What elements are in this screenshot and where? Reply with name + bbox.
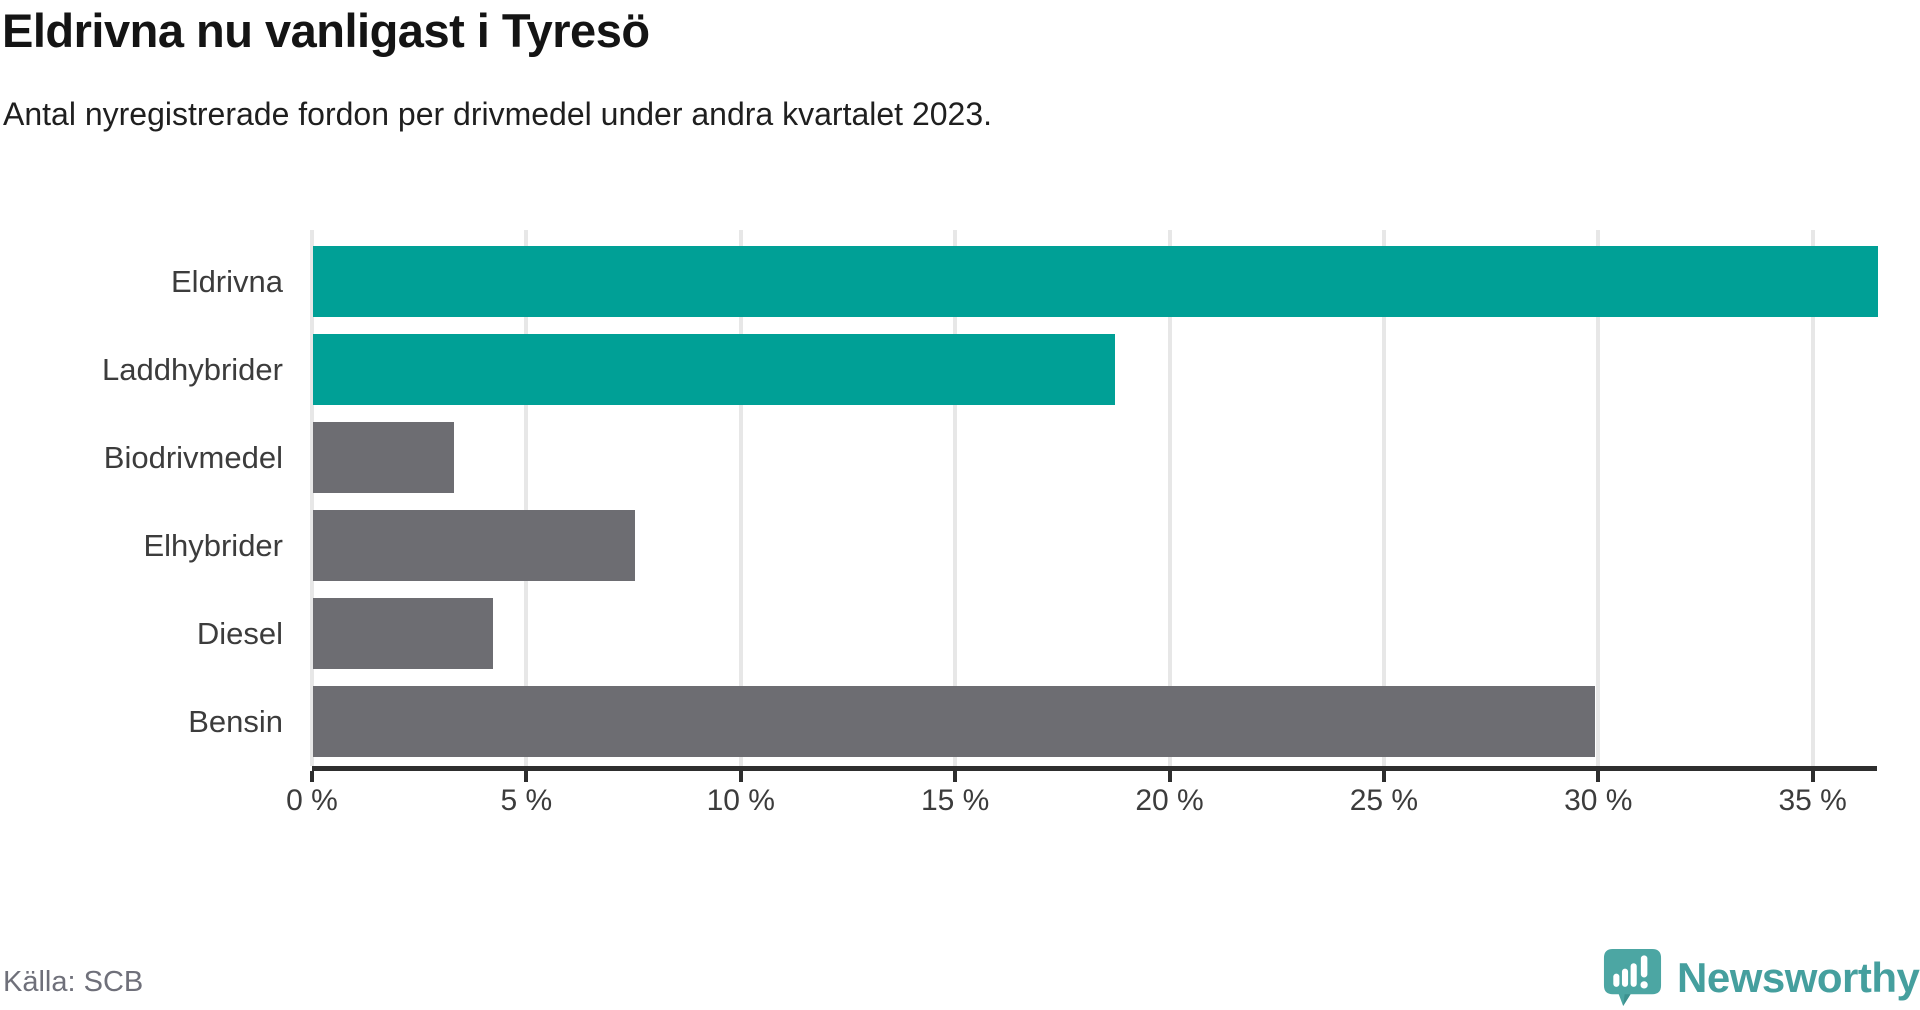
x-axis-tick	[310, 771, 314, 782]
x-axis-tick	[1381, 771, 1386, 782]
plot-area: Eldrivna Laddhybrider Biodrivmedel Elhybrid…	[102, 230, 1878, 817]
chart-subtitle: Antal nyregistrerade fordon per drivmede…	[3, 96, 993, 132]
x-tick-label: 0 %	[286, 784, 338, 817]
newsworthy-logo[interactable]: Newsworthy	[1601, 945, 1920, 1009]
newsworthy-speech-bubble-bar-chart-icon	[1603, 948, 1662, 1006]
gridline	[953, 230, 958, 766]
category-label: Biodrivmedel	[103, 440, 283, 475]
bar-biodrivmedel	[313, 422, 455, 493]
x-axis-tick	[738, 771, 743, 782]
x-axis-tick	[1810, 771, 1815, 782]
bar-bensin	[313, 686, 1595, 757]
x-tick-label: 15 %	[920, 784, 990, 817]
gridline	[1810, 230, 1815, 766]
source-note: Källa: SCB	[3, 966, 144, 998]
gridline	[310, 230, 314, 766]
x-axis-tick	[1167, 771, 1172, 782]
newsworthy-logo-text: Newsworthy	[1677, 953, 1920, 1001]
x-tick-label: 30 %	[1564, 784, 1633, 817]
x-axis-tick	[1596, 771, 1601, 782]
gridline	[1381, 230, 1386, 766]
gridline	[738, 230, 743, 766]
category-label: Laddhybrider	[102, 352, 283, 387]
bar-elhybrider	[313, 510, 635, 581]
chart-title: Eldrivna nu vanligast i Tyresö	[2, 4, 650, 57]
x-tick-label: 20 %	[1135, 784, 1204, 817]
category-label: Eldrivna	[171, 264, 283, 299]
gridline	[1167, 230, 1172, 766]
x-axis-tick	[953, 771, 958, 782]
category-label: Bensin	[188, 704, 283, 739]
x-tick-label: 5 %	[500, 784, 553, 817]
x-tick-label: 35 %	[1778, 784, 1847, 817]
x-axis-tick	[524, 771, 529, 782]
category-label: Diesel	[196, 616, 283, 651]
x-tick-label: 25 %	[1349, 784, 1419, 817]
x-tick-label: 10 %	[706, 784, 775, 817]
gridline	[524, 230, 529, 766]
bar-laddhybrider	[313, 334, 1115, 405]
bar-diesel	[313, 598, 494, 669]
category-label: Elhybrider	[143, 528, 283, 563]
bar-eldrivna	[313, 246, 1878, 317]
gridline	[1596, 230, 1601, 766]
